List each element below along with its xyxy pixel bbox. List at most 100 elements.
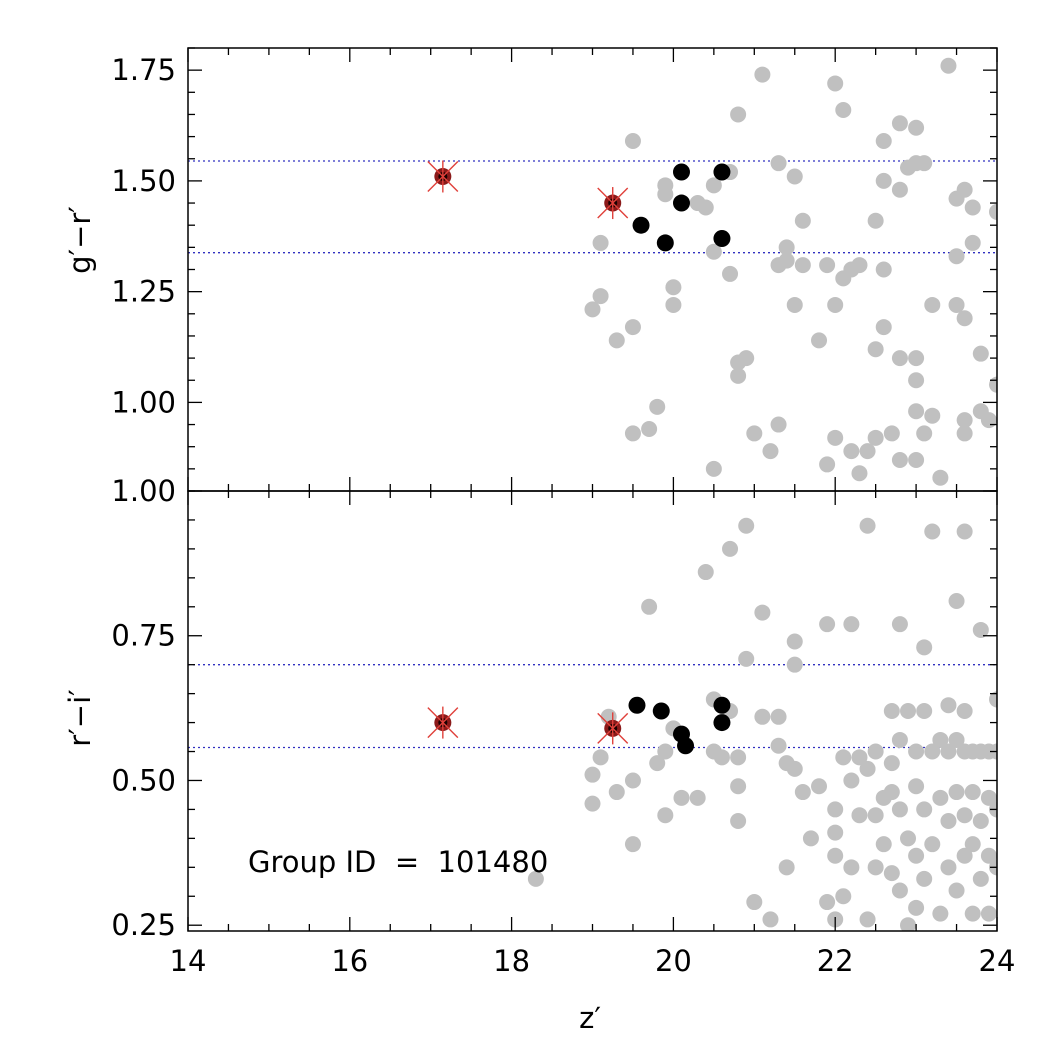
top-field-galaxy-point xyxy=(916,155,933,172)
bottom-field-galaxy-point xyxy=(883,755,900,772)
bottom-field-galaxy-point xyxy=(592,749,609,766)
bottom-field-galaxy-point xyxy=(980,847,997,864)
top-field-galaxy-point xyxy=(989,203,997,220)
top-field-galaxy-point xyxy=(891,451,908,468)
bottom-field-galaxy-point xyxy=(770,737,787,754)
bottom-field-galaxy-point xyxy=(827,847,844,864)
bottom-field-galaxy-point xyxy=(835,888,852,905)
top-field-galaxy-point xyxy=(592,288,609,305)
bottom-field-galaxy-point xyxy=(924,836,941,853)
bottom-field-galaxy-point xyxy=(964,905,981,922)
top-field-galaxy-point xyxy=(908,372,925,389)
bottom-field-galaxy-point xyxy=(584,795,601,812)
x-tick-label: 20 xyxy=(655,944,692,978)
bottom-field-galaxy-point xyxy=(624,836,641,853)
top-field-galaxy-point xyxy=(624,319,641,336)
top-field-galaxy-point xyxy=(932,469,949,486)
group-id-annotation: Group ID = 101480 xyxy=(248,845,548,879)
top-field-galaxy-point xyxy=(908,451,925,468)
bottom-field-galaxy-point xyxy=(859,911,876,928)
bottom-field-galaxy-point xyxy=(916,703,933,719)
bottom-field-galaxy-point xyxy=(908,847,925,864)
bottom-y-tick-label: 1.00 xyxy=(111,474,176,508)
bottom-field-galaxy-point xyxy=(827,824,844,841)
bottom-scatter-points xyxy=(427,517,997,931)
bottom-field-galaxy-point xyxy=(786,633,803,650)
bottom-y-tick-label: 0.75 xyxy=(111,619,176,653)
top-y-tick-label: 1.50 xyxy=(111,164,176,198)
bottom-y-axis-title: r′−i′ xyxy=(63,689,97,746)
top-field-galaxy-point xyxy=(665,296,682,313)
bottom-field-galaxy-point xyxy=(819,616,836,633)
top-field-galaxy-point xyxy=(746,425,763,442)
top-member-galaxy-point xyxy=(632,216,650,234)
bottom-field-galaxy-point xyxy=(786,760,803,777)
bottom-panel-ri-vs-z: 0.25 0.50 0.75 1.00 14 16 18 20 22 24 xyxy=(111,474,1015,978)
top-field-galaxy-point xyxy=(883,425,900,442)
bottom-field-galaxy-point xyxy=(908,743,925,760)
top-field-galaxy-point xyxy=(705,177,722,194)
bottom-field-galaxy-point xyxy=(972,870,989,887)
bottom-field-galaxy-point xyxy=(980,905,997,922)
bottom-field-galaxy-point xyxy=(778,859,795,876)
bottom-field-galaxy-point xyxy=(875,836,892,853)
bottom-field-galaxy-point xyxy=(786,656,803,673)
bottom-field-galaxy-point xyxy=(746,894,763,911)
bottom-field-galaxy-point xyxy=(940,697,957,714)
top-field-galaxy-point xyxy=(924,296,941,313)
bottom-field-galaxy-point xyxy=(584,766,601,783)
top-field-galaxy-point xyxy=(875,172,892,189)
top-field-galaxy-point xyxy=(624,425,641,442)
bottom-y-tick-label: 0.50 xyxy=(111,763,176,797)
bottom-plot-frame xyxy=(187,490,998,932)
bottom-member-galaxy-point xyxy=(713,696,731,714)
top-field-galaxy-point xyxy=(754,66,771,83)
top-field-galaxy-point xyxy=(891,350,908,367)
bottom-field-galaxy-point xyxy=(932,731,949,748)
bottom-field-galaxy-point xyxy=(956,523,973,540)
top-field-galaxy-point xyxy=(827,429,844,446)
bottom-field-galaxy-point xyxy=(948,593,965,609)
top-axis-ticks: 1.00 1.25 1.50 1.75 xyxy=(111,47,998,492)
top-member-galaxy-point xyxy=(713,229,731,247)
bottom-field-galaxy-point xyxy=(673,789,690,806)
bottom-field-galaxy-point xyxy=(867,743,884,760)
bottom-field-galaxy-point xyxy=(956,807,973,824)
bottom-field-galaxy-point xyxy=(689,789,706,806)
bottom-field-galaxy-point xyxy=(859,517,876,534)
top-field-galaxy-point xyxy=(916,425,933,442)
top-field-galaxy-point xyxy=(827,296,844,313)
top-field-galaxy-point xyxy=(819,257,836,274)
top-field-galaxy-point xyxy=(964,199,981,216)
bottom-field-galaxy-point xyxy=(843,772,860,789)
bottom-field-galaxy-point xyxy=(891,616,908,633)
bottom-field-galaxy-point xyxy=(972,813,989,829)
top-field-galaxy-point xyxy=(964,234,981,251)
bottom-field-galaxy-point xyxy=(657,743,674,760)
bottom-field-galaxy-point xyxy=(730,749,747,766)
bottom-field-galaxy-point xyxy=(738,517,755,534)
top-field-galaxy-point xyxy=(843,443,860,460)
bottom-field-galaxy-point xyxy=(932,789,949,806)
bottom-field-galaxy-point xyxy=(972,621,989,638)
bottom-field-galaxy-point xyxy=(843,616,860,633)
top-y-tick-label: 1.25 xyxy=(111,275,176,309)
top-field-galaxy-point xyxy=(794,212,811,229)
bottom-field-galaxy-point xyxy=(940,743,957,760)
x-tick-label: 14 xyxy=(170,944,207,978)
bottom-field-galaxy-point xyxy=(891,882,908,899)
bottom-field-galaxy-point xyxy=(916,870,933,887)
bottom-field-galaxy-point xyxy=(980,789,997,806)
bottom-field-galaxy-point xyxy=(794,784,811,801)
bottom-axis-ticks: 0.25 0.50 0.75 1.00 14 16 18 20 22 24 xyxy=(111,474,1015,978)
bottom-field-galaxy-point xyxy=(802,830,819,847)
top-member-galaxy-point xyxy=(672,194,690,212)
top-field-galaxy-point xyxy=(972,345,989,362)
top-field-galaxy-point xyxy=(819,456,836,473)
top-field-galaxy-point xyxy=(786,296,803,313)
top-scatter-points xyxy=(427,57,997,486)
bottom-field-galaxy-point xyxy=(883,784,900,801)
bottom-field-galaxy-point xyxy=(738,650,755,667)
top-field-galaxy-point xyxy=(980,412,997,429)
bottom-field-galaxy-point xyxy=(851,749,868,766)
